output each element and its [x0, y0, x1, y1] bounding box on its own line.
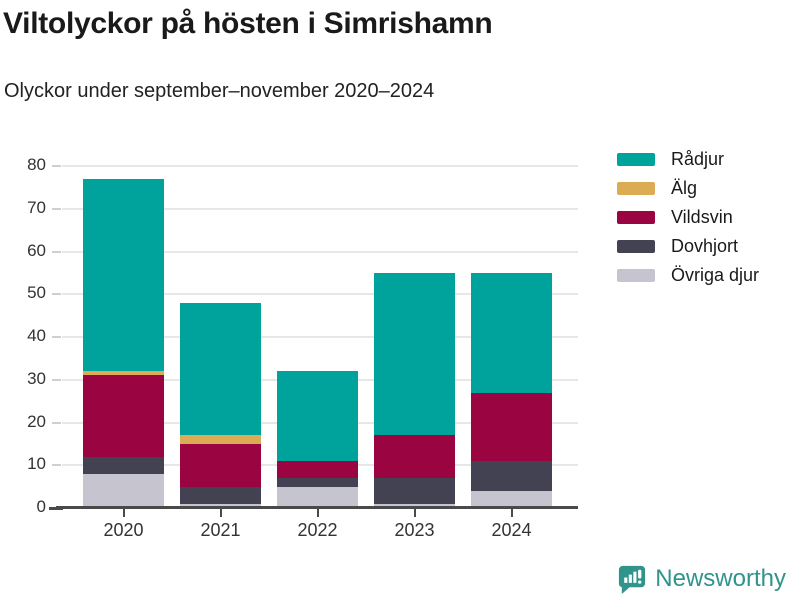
legend-item: Dovhjort	[617, 236, 759, 257]
chart-subtitle: Olyckor under september–november 2020–20…	[4, 80, 435, 102]
y-tick-label: 30	[27, 368, 46, 388]
legend-label: Rådjur	[671, 149, 725, 169]
gridline	[62, 293, 578, 296]
x-axis-tick	[219, 509, 222, 517]
bar-segment-dovhjort	[277, 478, 358, 487]
gridline	[62, 207, 578, 210]
x-axis-tick	[316, 509, 319, 517]
bar-segment-vildsvin	[83, 375, 164, 457]
x-tick-label: 2020	[103, 520, 144, 540]
legend-label: Vildsvin	[671, 207, 733, 227]
chart-title: Viltolyckor på hösten i Simrishamn	[3, 7, 493, 40]
bar-segment-vildsvin	[277, 460, 358, 479]
x-axis-tick	[413, 509, 416, 517]
bar-segment-r-djur	[180, 302, 261, 436]
bar-segment-r-djur	[471, 272, 552, 393]
x-tick-label: 2022	[297, 520, 338, 540]
brand-footer: Newsworthy	[616, 563, 786, 594]
legend-swatch	[617, 240, 655, 253]
legend-swatch	[617, 153, 655, 166]
bar-segment--lg	[180, 435, 261, 444]
x-tick-label: 2024	[491, 520, 532, 540]
bar-segment-dovhjort	[83, 456, 164, 474]
x-axis-tick	[122, 509, 125, 517]
bar-segment--vriga-djur	[83, 473, 164, 508]
bar-segment-dovhjort	[374, 478, 455, 504]
gridline	[62, 250, 578, 253]
bar-segment--vriga-djur	[374, 503, 455, 508]
legend-label: Älg	[671, 178, 698, 198]
x-axis-line	[56, 506, 578, 509]
gridline	[62, 165, 578, 167]
bar-segment--vriga-djur	[277, 486, 358, 508]
bar-segment-dovhjort	[471, 460, 552, 491]
y-axis-tick	[52, 336, 61, 338]
y-axis-tick	[52, 293, 61, 296]
y-tick-label: 70	[27, 197, 46, 217]
bar-segment-r-djur	[374, 272, 455, 436]
legend-item: Övriga djur	[617, 265, 759, 286]
brand-name: Newsworthy	[655, 564, 786, 592]
legend-swatch	[617, 182, 655, 195]
newsworthy-logo-icon	[619, 565, 646, 594]
x-tick-label: 2023	[394, 520, 435, 540]
bar-segment-vildsvin	[180, 443, 261, 487]
legend-swatch	[617, 211, 655, 224]
bar-segment-vildsvin	[374, 435, 455, 479]
y-tick-label: 20	[27, 411, 46, 431]
bar-segment-r-djur	[277, 371, 358, 461]
legend-label: Dovhjort	[671, 236, 739, 256]
y-axis-tick	[52, 207, 61, 210]
y-tick-label: 10	[27, 454, 46, 474]
legend-label: Övriga djur	[671, 265, 760, 285]
bar-segment-dovhjort	[180, 486, 261, 504]
legend-item: Rådjur	[617, 149, 759, 170]
y-tick-label: 60	[27, 240, 46, 260]
legend-swatch	[617, 269, 655, 282]
y-tick-label: 40	[27, 326, 46, 345]
legend: Rådjur Älg Vildsvin Dovhjort Övriga djur	[617, 149, 759, 294]
bar-segment--lg	[83, 371, 164, 376]
y-axis-tick	[52, 378, 61, 381]
bar-segment-r-djur	[83, 178, 164, 372]
y-axis-tick	[52, 165, 61, 167]
bar-segment--vriga-djur	[471, 490, 552, 508]
y-axis-tick	[52, 250, 61, 253]
bar-segment--vriga-djur	[180, 503, 261, 508]
y-tick-label: 0	[36, 497, 46, 516]
legend-item: Vildsvin	[617, 207, 759, 228]
gridline	[62, 336, 578, 338]
x-axis-tick	[510, 509, 513, 517]
y-tick-label: 80	[27, 155, 46, 174]
y-axis-tick	[52, 421, 61, 424]
legend-item: Älg	[617, 178, 759, 199]
y-tick-label: 50	[27, 283, 46, 303]
y-axis-tick	[52, 464, 61, 467]
x-tick-label: 2021	[200, 520, 241, 540]
bar-segment-vildsvin	[471, 392, 552, 461]
